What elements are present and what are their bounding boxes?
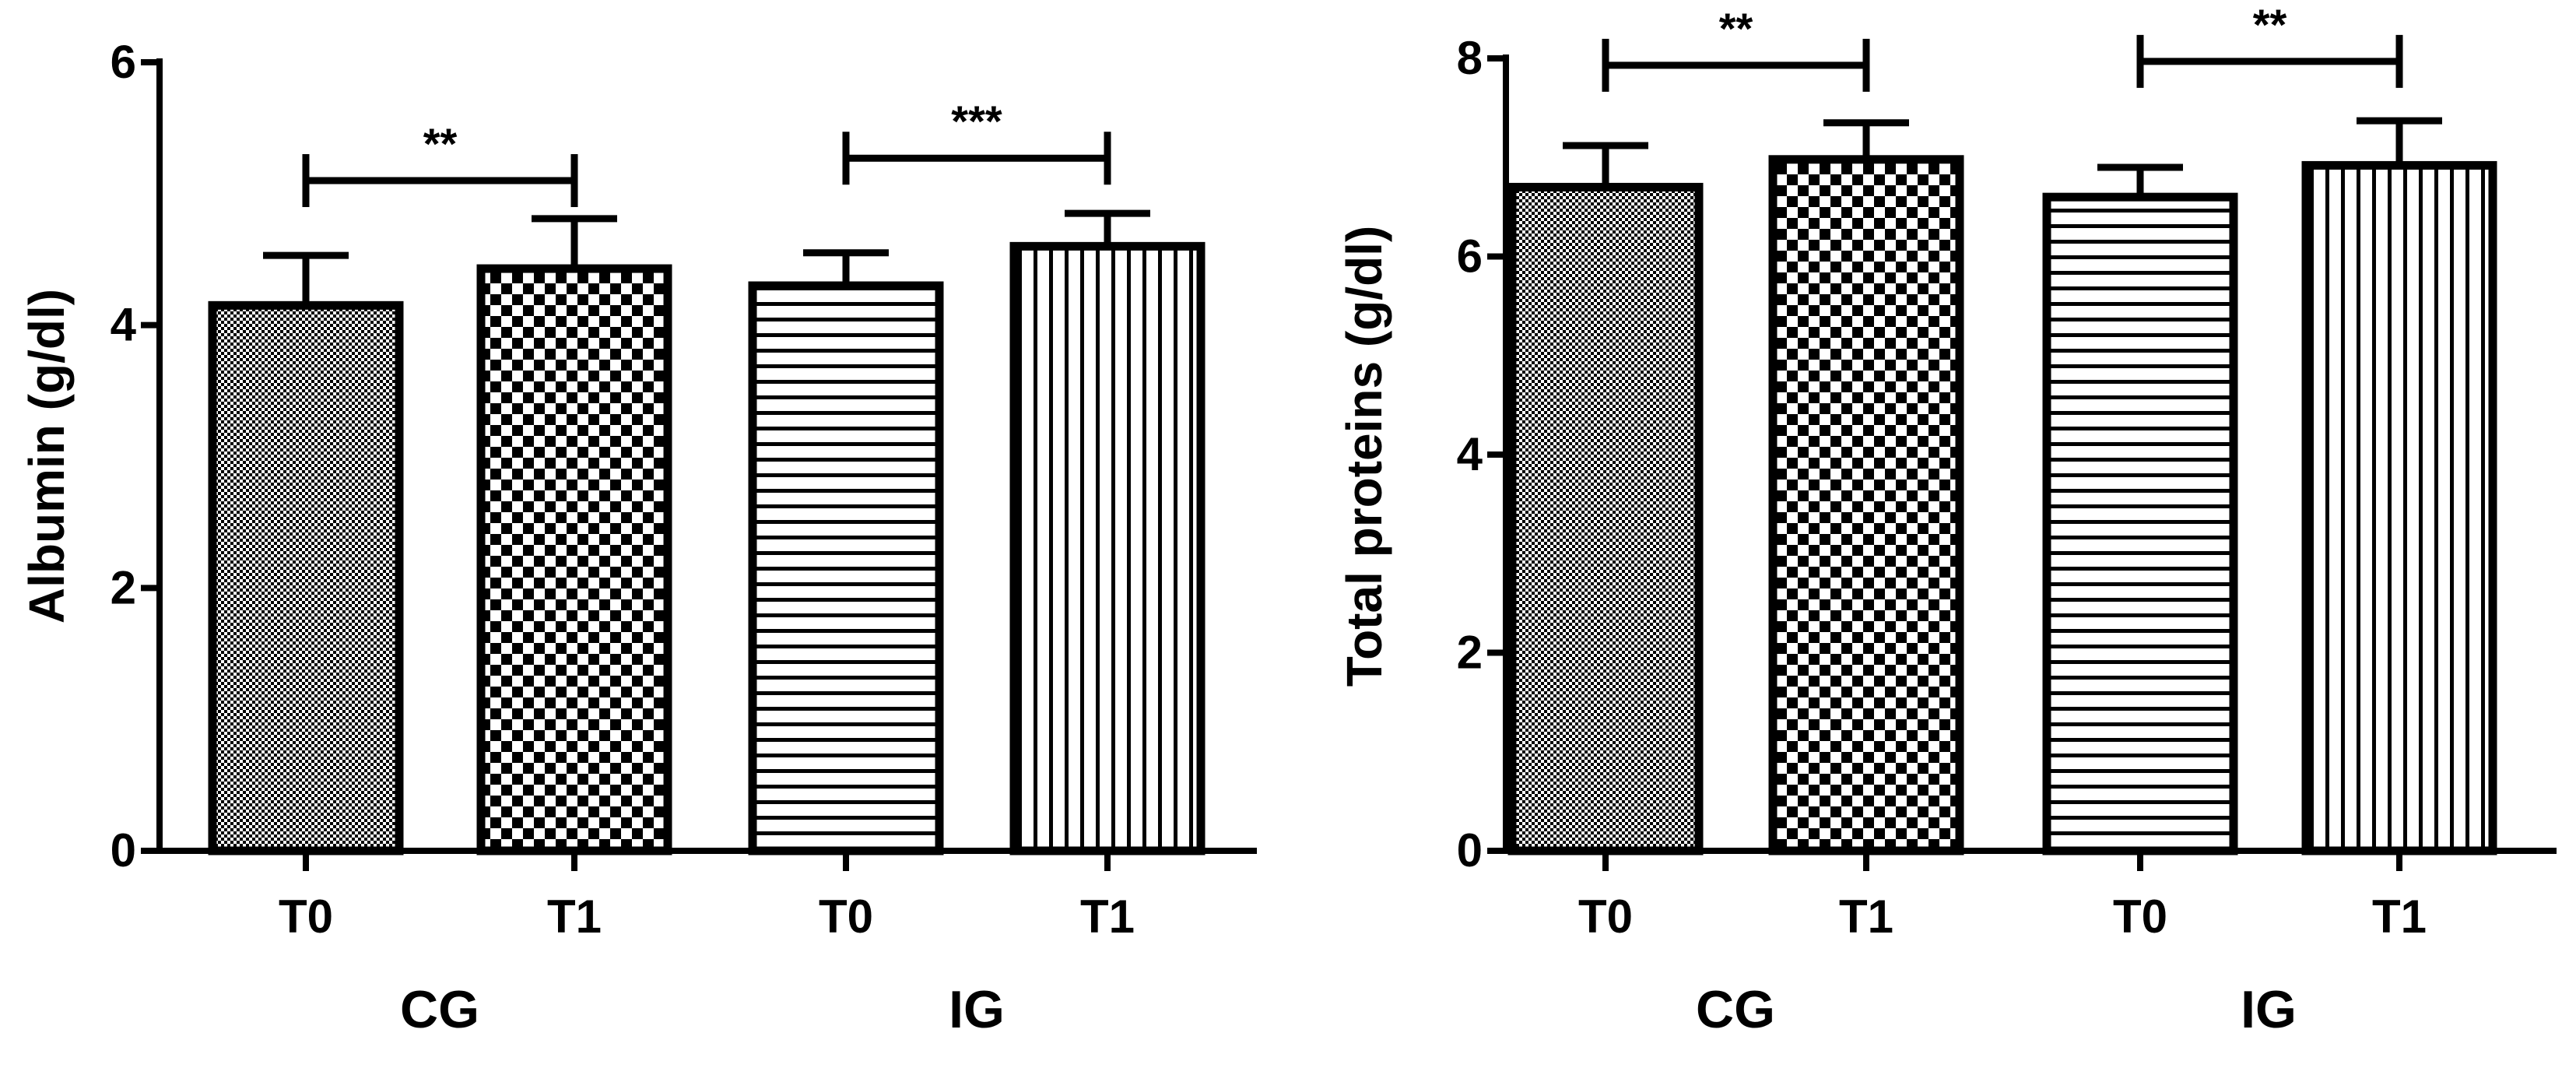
bar-t1-cg	[1773, 160, 1960, 851]
group-label-cg: CG	[1696, 980, 1775, 1039]
significance-bracket: **	[306, 119, 574, 207]
error-bar	[1563, 146, 1648, 187]
group-label-cg: CG	[400, 980, 479, 1039]
significance-bracket: **	[2140, 0, 2399, 88]
bar-t0-ig	[753, 286, 939, 851]
figure: 0 2 4 6 T0 T1 T0 T1 CG IG Albumin (g/dl) ** *** 0246…	[0, 0, 2576, 1071]
error-bar	[532, 219, 617, 269]
significance-label: ***	[951, 97, 1002, 146]
bar-t0-ig	[2047, 197, 2234, 851]
bar-t1-cg	[481, 269, 668, 851]
group-label-ig: IG	[2241, 980, 2297, 1039]
y-tick-label: 0	[111, 824, 136, 877]
error-bar	[263, 255, 349, 305]
group-label-ig: IG	[949, 980, 1005, 1039]
y-tick-label: 2	[111, 561, 136, 613]
y-tick-label: 8	[1457, 32, 1483, 84]
significance-bracket: **	[1606, 4, 1866, 92]
bar-t1-ig	[1014, 246, 1201, 851]
x-tick-label: T0	[1578, 891, 1633, 943]
y-tick-label: 2	[1457, 627, 1483, 679]
y-tick-label: 4	[1457, 428, 1483, 480]
total-proteins-chart: 0 2 4 6 8 T0 T1 T0 T1 CG IG Total proteins (g/dl) **…	[1336, 0, 2557, 1039]
bar-t0-cg	[212, 305, 399, 851]
y-axis-title: Total proteins (g/dl)	[1336, 226, 1392, 687]
error-bar	[2357, 121, 2442, 165]
error-bar	[1823, 123, 1909, 160]
x-tick-label: T0	[2113, 891, 2167, 943]
x-tick-label: T0	[819, 891, 873, 943]
x-tick-label: T1	[1080, 891, 1135, 943]
x-tick-label: T1	[2372, 891, 2427, 943]
error-bar	[2097, 167, 2183, 197]
x-tick-label: T1	[547, 891, 602, 943]
y-tick-label: 6	[1457, 230, 1483, 283]
chart-svg: 0246T0 T1 T0 T1CG IGAlbumin (g/dl)** *** 0246…	[0, 0, 2576, 1071]
error-bar	[803, 253, 889, 286]
significance-label: **	[1719, 4, 1753, 53]
y-tick-label: 0	[1457, 824, 1483, 877]
y-tick-label: 6	[111, 36, 136, 88]
bar-t0-cg	[1512, 187, 1699, 851]
x-tick-label: T0	[279, 891, 333, 943]
y-tick-label: 4	[111, 299, 137, 351]
significance-label: **	[2253, 0, 2287, 49]
bar-t1-ig	[2306, 165, 2493, 851]
y-axis-title: Albumin (g/dl)	[19, 289, 75, 624]
significance-label: **	[423, 119, 458, 168]
error-bar	[1065, 213, 1150, 246]
significance-bracket: ***	[846, 97, 1107, 184]
x-tick-label: T1	[1839, 891, 1893, 943]
